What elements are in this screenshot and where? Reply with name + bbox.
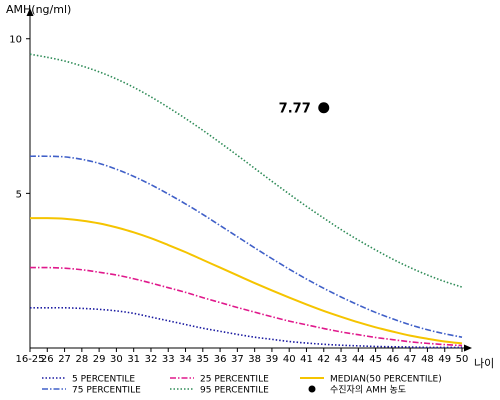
y-tick-label: 10 [9,35,22,46]
legend-label-1: 25 PERCENTILE [200,375,269,385]
x-tick-label: 46 [387,354,400,365]
x-tick-label: 37 [231,354,244,365]
x-tick-label: 38 [248,354,261,365]
x-tick-label: 44 [352,354,365,365]
x-axis-arrow-icon [464,344,472,352]
x-tick-label: 30 [110,354,123,365]
legend-label-0: 5 PERCENTILE [72,375,135,385]
x-tick-label: 48 [421,354,434,365]
legend-label-2: MEDIAN(50 PERCENTILE) [330,375,442,385]
amh-marker-point [318,102,330,114]
amh-marker-label: 7.77 [279,102,311,117]
x-tick-label: 50 [456,354,469,365]
x-tick-label: 29 [93,354,106,365]
x-tick-label: 34 [179,354,192,365]
x-tick-label: 33 [162,354,175,365]
x-tick-label: 35 [196,354,209,365]
series-line-0 [29,306,462,349]
x-tick-label: 41 [300,354,313,365]
y-axis-arrow-icon [26,8,34,16]
legend-label-4: 95 PERCENTILE [200,386,269,396]
x-tick-label: 45 [369,354,382,365]
x-tick-label: 31 [127,354,140,365]
y-axis-title: AMH(ng/ml) [6,3,71,16]
x-tick-label: 49 [438,354,451,365]
x-axis-title: 나이 [474,357,494,370]
marker-group: 7.77 [279,102,330,117]
legend-marker-swatch [308,385,316,393]
series-line-3 [29,155,463,338]
legend: 5 PERCENTILE 25 PERCENTILE MEDIAN(50 PERCE… [42,375,442,396]
x-tick-label: 40 [283,354,296,365]
x-tick-label: 16-25 [15,354,44,365]
axes [26,8,472,352]
y-ticks: 10 5 [9,35,30,200]
series-line-2 [29,217,463,345]
x-tick-label: 27 [58,354,71,365]
series-lines [29,53,463,349]
y-tick-label: 5 [16,189,22,200]
x-tick-label: 32 [145,354,158,365]
x-tick-label: 26 [41,354,54,365]
legend-label-3: 75 PERCENTILE [72,386,141,396]
legend-label-marker: 수진자의 AMH 농도 [330,385,406,396]
x-tick-label: 39 [266,354,279,365]
x-tick-label: 36 [214,354,227,365]
x-tick-label: 43 [335,354,348,365]
x-tick-label: 28 [75,354,88,365]
x-tick-label: 42 [317,354,330,365]
series-line-4 [29,53,463,288]
series-line-1 [29,266,463,347]
x-tick-label: 47 [404,354,417,365]
